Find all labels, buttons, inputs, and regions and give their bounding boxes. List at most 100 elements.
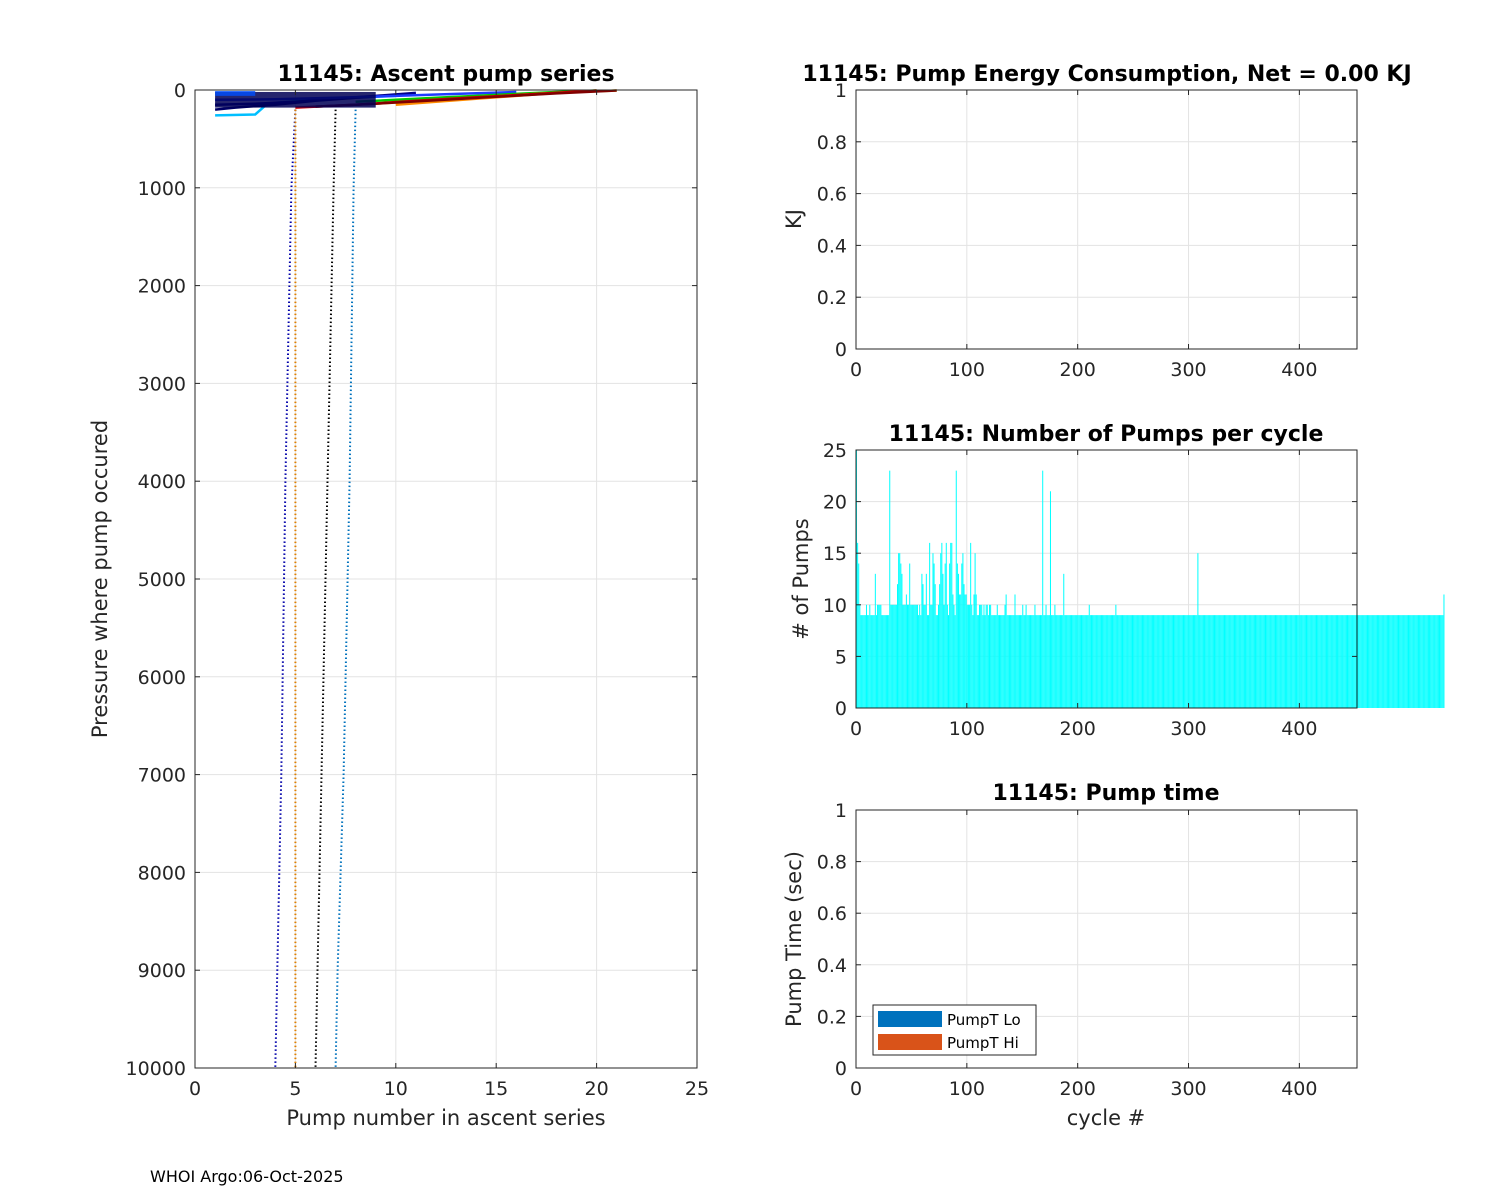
pump-count-bar [1185, 615, 1187, 708]
pump-count-bar [864, 615, 866, 708]
pump-count-bar [976, 615, 978, 708]
pumptime-y-tick-label: 1 [835, 800, 847, 822]
pump-count-bar [1023, 615, 1025, 708]
pumps-y-axis-label: # of Pumps [789, 518, 813, 640]
pump-count-bar [1337, 615, 1339, 708]
pump-count-bar [1062, 615, 1064, 708]
pump-count-bar [1271, 615, 1273, 708]
pumptime-y-tick-label: 0.4 [817, 955, 847, 977]
pumps-x-tick-label: 300 [1170, 718, 1206, 740]
pump-count-bar [1025, 604, 1027, 708]
pump-count-bar [921, 573, 923, 708]
pump-count-bar [1159, 615, 1161, 708]
pump-count-bar [1208, 615, 1210, 708]
energy-x-tick-label: 100 [949, 359, 985, 381]
pump-count-bar [1133, 615, 1135, 708]
pump-count-bar [1263, 615, 1265, 708]
pump-count-bar [1249, 615, 1251, 708]
pump-count-bar [872, 615, 874, 708]
pump-count-bar [1069, 615, 1071, 708]
pump-count-bar [1201, 615, 1203, 708]
pump-count-bar [933, 563, 935, 708]
pump-count-bar [998, 615, 1000, 708]
pump-count-bar [931, 604, 933, 708]
pump-count-bar [1443, 594, 1445, 708]
pump-count-bar [940, 553, 942, 708]
energy-chart-title: 11145: Pump Energy Consumption, Net = 0.… [802, 62, 1411, 87]
pump-count-bar [1426, 615, 1428, 708]
pump-count-bar [1342, 615, 1344, 708]
pump-count-bar [1206, 615, 1208, 708]
pump-count-bar [1015, 615, 1017, 708]
ascent-pump-series-chart: 0 5 10 15 20 25 0 1000 2000 3000 4000 5000 6000 7000 8… [88, 62, 709, 1130]
pump-count-bar [911, 604, 913, 708]
pump-count-bar [1219, 615, 1221, 708]
pump-count-bar [1421, 615, 1423, 708]
pump-count-bar [975, 594, 977, 708]
pump-count-bar [1293, 615, 1295, 708]
pumptime-x-tick-label: 0 [850, 1078, 862, 1100]
pump-count-bar [1178, 615, 1180, 708]
pump-count-bar [1126, 615, 1128, 708]
pump-count-bar [1054, 604, 1056, 708]
pump-count-bar [1358, 615, 1360, 708]
pump-count-bar [1390, 615, 1392, 708]
pumptime-x-tick-label: 100 [949, 1078, 985, 1100]
pump-count-bar [1281, 615, 1283, 708]
pump-count-bar [1094, 615, 1096, 708]
pump-count-bar [1212, 615, 1214, 708]
pump-count-bar [871, 615, 873, 708]
pump-count-bar [1057, 615, 1059, 708]
pump-count-bar [1024, 615, 1026, 708]
pump-count-bar [1200, 615, 1202, 708]
pump-count-bar [902, 604, 904, 708]
pump-count-bar [1104, 615, 1106, 708]
pump-count-bar [1417, 615, 1419, 708]
ascent-x-tick-label: 25 [685, 1078, 709, 1100]
pump-count-bar [953, 604, 955, 708]
pump-count-bar [983, 604, 985, 708]
pump-count-bar [1065, 615, 1067, 708]
pump-count-bar [879, 604, 881, 708]
pump-count-bar [881, 615, 883, 708]
pump-count-bar [1220, 615, 1222, 708]
pump-count-bar [910, 604, 912, 708]
pump-count-bar [945, 542, 947, 708]
ascent-y-tick-label: 8000 [138, 862, 186, 884]
pump-count-bar [898, 553, 900, 708]
pump-count-bar [1232, 615, 1234, 708]
pump-count-bar [1114, 615, 1116, 708]
pump-count-bar [1392, 615, 1394, 708]
pump-count-bar [1136, 615, 1138, 708]
pump-count-bar [1440, 615, 1442, 708]
ascent-x-axis-label: Pump number in ascent series [286, 1106, 605, 1130]
ascent-y-tick-label: 7000 [138, 765, 186, 787]
pump-count-bar [972, 615, 974, 708]
pump-count-bar [1301, 615, 1303, 708]
pump-count-bar [1435, 615, 1437, 708]
pump-count-bar [1128, 615, 1130, 708]
pump-count-bar [1163, 615, 1165, 708]
pump-count-bar [1048, 615, 1050, 708]
pump-count-bar [1307, 615, 1309, 708]
pump-count-bar [916, 604, 918, 708]
pump-count-bar [1117, 615, 1119, 708]
pump-count-bar [1240, 615, 1242, 708]
pump-count-bar [1427, 615, 1429, 708]
pump-count-bar [1083, 615, 1085, 708]
pump-count-bar [1166, 615, 1168, 708]
pump-count-bar [1141, 615, 1143, 708]
pump-count-bar [914, 604, 916, 708]
pump-count-bar [1299, 615, 1301, 708]
pump-count-bar [967, 604, 969, 708]
pump-count-bar [1156, 615, 1158, 708]
pump-count-bar [1430, 615, 1432, 708]
pump-count-bar [1146, 615, 1148, 708]
pump-count-bar [1153, 615, 1155, 708]
pump-count-bar [1165, 615, 1167, 708]
pump-count-bar [1437, 615, 1439, 708]
pump-count-bar [1313, 615, 1315, 708]
pump-count-bar [1189, 615, 1191, 708]
pump-count-bar [1018, 615, 1020, 708]
pump-count-bar [1238, 615, 1240, 708]
